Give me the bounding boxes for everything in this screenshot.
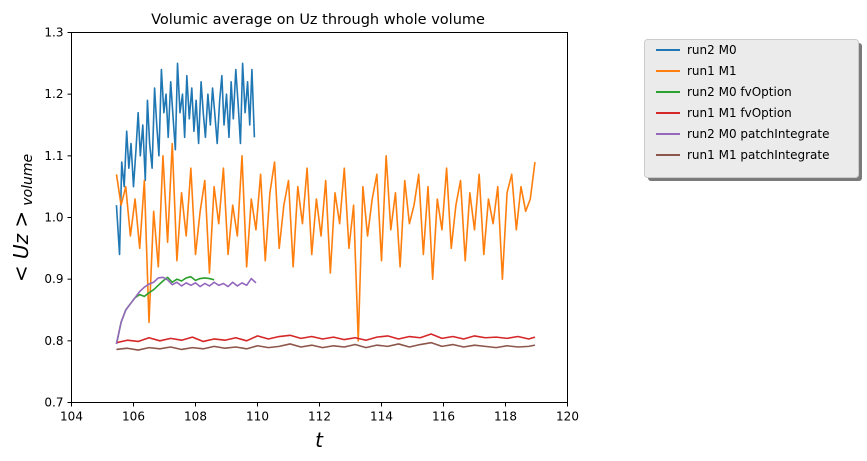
- series-layer: [115, 62, 536, 351]
- y-tick-label: 1.3: [44, 26, 63, 40]
- y-tick-label: 0.8: [44, 334, 63, 348]
- y-tick-label: 1.2: [44, 87, 63, 101]
- series-line-4: [116, 333, 536, 344]
- x-tick-label: 118: [494, 410, 517, 424]
- series-line-2: [115, 142, 536, 342]
- x-axis-ticks: 104 106 108 110 112 114 116 118 120: [60, 402, 579, 424]
- legend-label-1: run2 M0: [687, 43, 737, 57]
- y-axis-label-subscript: volume: [20, 154, 36, 206]
- legend-entries: run2 M0 run1 M1 run2 M0 fvOption run1 M1 fv…: [656, 43, 830, 162]
- x-axis-label: t: [315, 428, 324, 452]
- legend: run2 M0 run1 M1 run2 M0 fvOption run1 M1 fv…: [644, 39, 862, 181]
- series-line-6: [116, 341, 536, 351]
- x-tick-label: 112: [308, 410, 331, 424]
- legend-label-6: run1 M1 patchIntegrate: [687, 148, 830, 162]
- legend-label-5: run2 M0 patchIntegrate: [687, 127, 830, 141]
- legend-label-3: run2 M0 fvOption: [687, 85, 792, 99]
- y-axis-label-main: < Uz >: [9, 211, 33, 282]
- y-tick-label: 1.0: [44, 211, 63, 225]
- legend-label-4: run1 M1 fvOption: [687, 106, 792, 120]
- y-tick-label: 0.7: [44, 396, 63, 410]
- y-axis-label: < Uz > volume: [9, 154, 36, 282]
- x-tick-label: 114: [370, 410, 393, 424]
- x-tick-label: 104: [60, 410, 83, 424]
- x-tick-label: 120: [556, 410, 579, 424]
- series-line-5: [115, 276, 257, 345]
- x-tick-label: 108: [184, 410, 207, 424]
- y-tick-label: 1.1: [44, 149, 63, 163]
- svg-text:< Uz > volume: < Uz > volume: [9, 154, 36, 282]
- x-tick-label: 116: [432, 410, 455, 424]
- x-tick-label: 106: [122, 410, 145, 424]
- series-line-1: [115, 62, 256, 256]
- y-tick-label: 0.9: [44, 272, 63, 286]
- y-axis-ticks: 0.7 0.8 0.9 1.0 1.1 1.2 1.3: [44, 26, 72, 410]
- chart-title: Volumic average on Uz through whole volu…: [151, 12, 485, 28]
- legend-box: [644, 39, 859, 178]
- x-tick-label: 110: [246, 410, 269, 424]
- legend-label-2: run1 M1: [687, 64, 737, 78]
